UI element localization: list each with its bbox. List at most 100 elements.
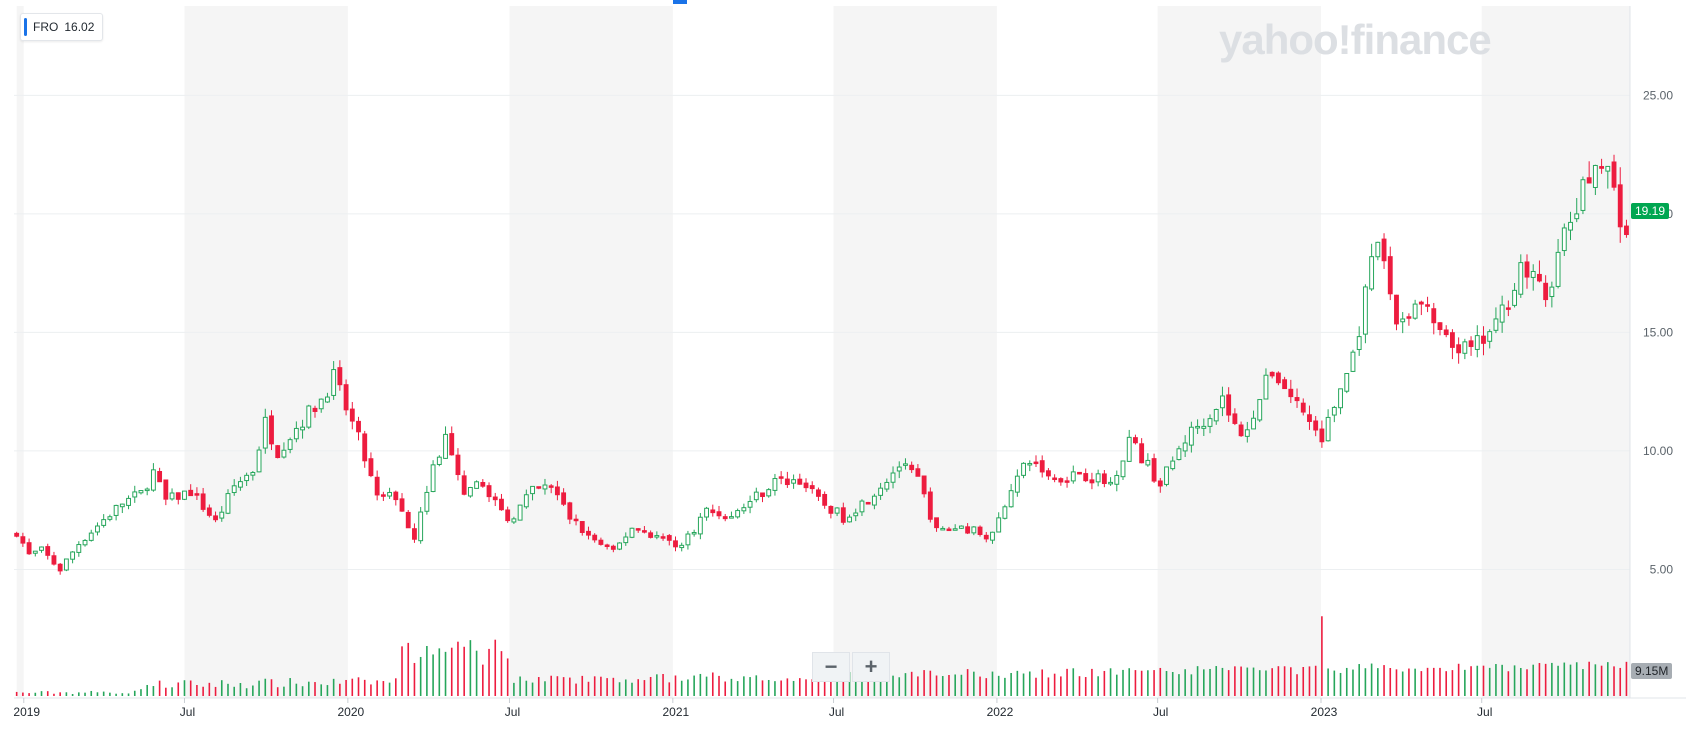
candle [231,485,237,494]
candle [1362,286,1368,335]
volume-bar [407,642,410,696]
candle [1300,402,1306,413]
candle [573,518,579,522]
candle [269,415,274,445]
volume-bar [109,692,111,696]
candle [610,545,616,550]
volume-bar [96,692,99,696]
candle [1431,308,1437,324]
volume-bar [1041,669,1044,696]
volume-bar [395,678,397,696]
volume-bar [1153,670,1155,696]
candle [182,490,187,500]
volume-bar [1333,670,1336,696]
candle [1182,442,1188,452]
volume-bar [1532,664,1535,696]
volume-bar [643,680,646,696]
candle [747,500,753,508]
volume-bar [1115,674,1118,696]
candle [1611,161,1617,188]
volume-bar [388,682,391,696]
candle [803,482,809,489]
candle [1251,417,1256,430]
candle [859,500,865,513]
candle [51,555,57,565]
candle [343,384,349,411]
volume-bar [1265,670,1267,696]
candle [1151,458,1157,482]
volume-bar [1165,671,1168,696]
volume-bar [1047,677,1050,696]
candle [1027,462,1033,466]
candle [542,484,548,490]
volume-bar [1277,666,1280,696]
candle [1487,331,1493,342]
candle [1157,480,1163,487]
zoom-in-button[interactable]: + [852,652,890,682]
candle [349,408,355,422]
candle [1244,429,1250,437]
candle [1356,336,1362,350]
candle [293,427,299,440]
candle [1530,270,1536,278]
candle [219,511,225,519]
candle [679,544,685,549]
volume-bar [426,645,428,696]
x-tick-label: Jul [1153,705,1168,719]
candle [1188,426,1194,446]
candle [467,486,473,497]
volume-bar [1010,672,1012,696]
volume-bar [1258,670,1261,696]
candle [977,526,983,535]
volume-bar [1109,668,1112,696]
volume-bar [1358,664,1360,696]
volume-bar [1283,666,1286,696]
candle [958,525,964,529]
candle [685,533,691,546]
background-band [509,6,673,698]
volume-bar [133,690,136,696]
volume-bar [1171,671,1174,696]
volume-bar [1122,669,1124,696]
candle [909,464,915,471]
candle [1257,399,1263,421]
candle [1568,221,1573,231]
volume-bar [252,685,254,696]
zoom-out-button[interactable]: − [812,652,850,682]
volume-bar [848,672,851,696]
candle [691,531,697,535]
volume-bar [1308,666,1311,696]
candle [1605,165,1611,172]
candle [641,530,647,533]
candle [878,487,884,496]
candle [399,498,405,512]
x-tick-label: Jul [829,705,844,719]
volume-bar [1271,668,1273,696]
candle [126,497,131,506]
volume-bar [22,692,24,696]
candle [1381,238,1387,262]
ticker-badge[interactable]: FRO 16.02 [20,13,104,41]
volume-bar [1134,670,1137,696]
candle [766,489,772,497]
volume-bar [1203,669,1205,696]
candle [1238,424,1244,437]
volume-bar [214,686,217,696]
candle [101,519,107,526]
candle [1437,322,1443,331]
volume-bar [606,678,608,696]
volume-bar [954,674,956,696]
candle [1133,437,1138,444]
volume-bar [1408,668,1410,696]
volume-bar [1495,664,1497,696]
volume-bar [1619,667,1622,696]
volume-bar [370,684,372,696]
candle [1058,478,1064,483]
volume-bar [158,680,161,696]
x-tick-label: 2023 [1311,705,1338,719]
candle [760,492,765,498]
volume-bar [861,675,863,696]
volume-bar [904,673,907,696]
volume-bar [1140,670,1143,696]
